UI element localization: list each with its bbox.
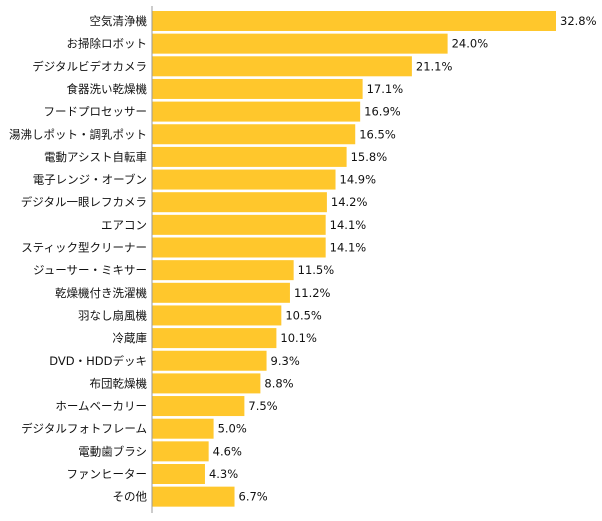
category-label-3: 食器洗い乾燥機: [67, 82, 148, 96]
value-label-11: 11.5%: [298, 263, 335, 277]
value-label-19: 4.6%: [213, 444, 242, 458]
value-label-4: 16.9%: [364, 105, 401, 119]
bar-13: [152, 305, 282, 326]
value-label-15: 9.3%: [271, 354, 300, 368]
value-label-6: 15.8%: [351, 150, 388, 164]
category-label-7: 電子レンジ・オーブン: [33, 173, 147, 187]
category-label-9: エアコン: [101, 218, 147, 232]
value-label-16: 8.8%: [264, 376, 293, 390]
bar-12: [152, 282, 290, 303]
category-label-12: 乾燥機付き洗濯機: [55, 286, 147, 300]
value-label-7: 14.9%: [340, 173, 377, 187]
category-label-0: 空気清浄機: [90, 14, 148, 28]
bar-0: [152, 11, 556, 31]
bar-9: [152, 214, 326, 235]
value-label-13: 10.5%: [285, 308, 322, 322]
bar-20: [152, 464, 205, 484]
value-label-10: 14.1%: [330, 241, 367, 255]
category-labels-group: 空気清浄機お掃除ロボットデジタルビデオカメラ食器洗い乾燥機フードプロセッサー湯沸…: [9, 14, 147, 504]
value-label-12: 11.2%: [294, 286, 331, 300]
bar-2: [152, 56, 412, 77]
category-label-17: ホームベーカリー: [55, 399, 147, 413]
bars-group: [152, 11, 556, 507]
bar-17: [152, 396, 245, 417]
bar-14: [152, 328, 277, 349]
bar-6: [152, 146, 347, 167]
bar-10: [152, 237, 326, 258]
bar-8: [152, 192, 327, 213]
bar-3: [152, 78, 363, 99]
bar-1: [152, 33, 448, 54]
category-label-6: 電動アシスト自転車: [44, 150, 147, 164]
category-label-11: ジューサー・ミキサー: [33, 263, 147, 277]
category-label-14: 冷蔵庫: [113, 331, 148, 345]
value-label-21: 6.7%: [239, 490, 268, 504]
value-labels-group: 32.8% 24.0% 21.1% 17.1% 16.9% 16.5% 15.8% 14.9%…: [209, 14, 597, 504]
bar-15: [152, 350, 267, 371]
category-label-20: ファンヒーター: [67, 467, 148, 481]
value-label-9: 14.1%: [330, 218, 367, 232]
bar-16: [152, 373, 261, 394]
bar-18: [152, 418, 214, 439]
bar-19: [152, 441, 209, 462]
value-label-8: 14.2%: [331, 195, 368, 209]
category-label-10: スティック型クリーナー: [21, 241, 147, 255]
category-label-4: フードプロセッサー: [44, 105, 148, 119]
value-label-20: 4.3%: [209, 467, 238, 481]
value-label-3: 17.1%: [367, 82, 404, 96]
value-label-5: 16.5%: [359, 127, 396, 141]
category-label-2: デジタルビデオカメラ: [32, 59, 147, 73]
category-label-13: 羽なし扇風機: [78, 308, 147, 322]
category-label-19: 電動歯ブラシ: [78, 444, 147, 458]
category-label-18: デジタルフォトフレーム: [21, 422, 147, 436]
category-label-15: DVD・HDDデッキ: [49, 354, 147, 368]
category-label-1: お掃除ロボット: [67, 37, 148, 51]
value-label-18: 5.0%: [218, 422, 247, 436]
category-label-8: デジタル一眼レフカメラ: [21, 195, 147, 209]
value-label-1: 24.0%: [452, 37, 489, 51]
bar-4: [152, 101, 361, 122]
bar-5: [152, 124, 356, 145]
bar-21: [152, 486, 235, 507]
value-label-14: 10.1%: [280, 331, 317, 345]
value-label-17: 7.5%: [248, 399, 277, 413]
value-label-0: 32.8%: [560, 14, 597, 28]
category-label-5: 湯沸しポット・調乳ポット: [9, 127, 147, 141]
category-label-16: 布団乾燥機: [90, 376, 148, 390]
category-label-21: その他: [113, 490, 148, 504]
bar-11: [152, 260, 294, 281]
bar-7: [152, 169, 336, 190]
value-label-2: 21.1%: [416, 59, 453, 73]
